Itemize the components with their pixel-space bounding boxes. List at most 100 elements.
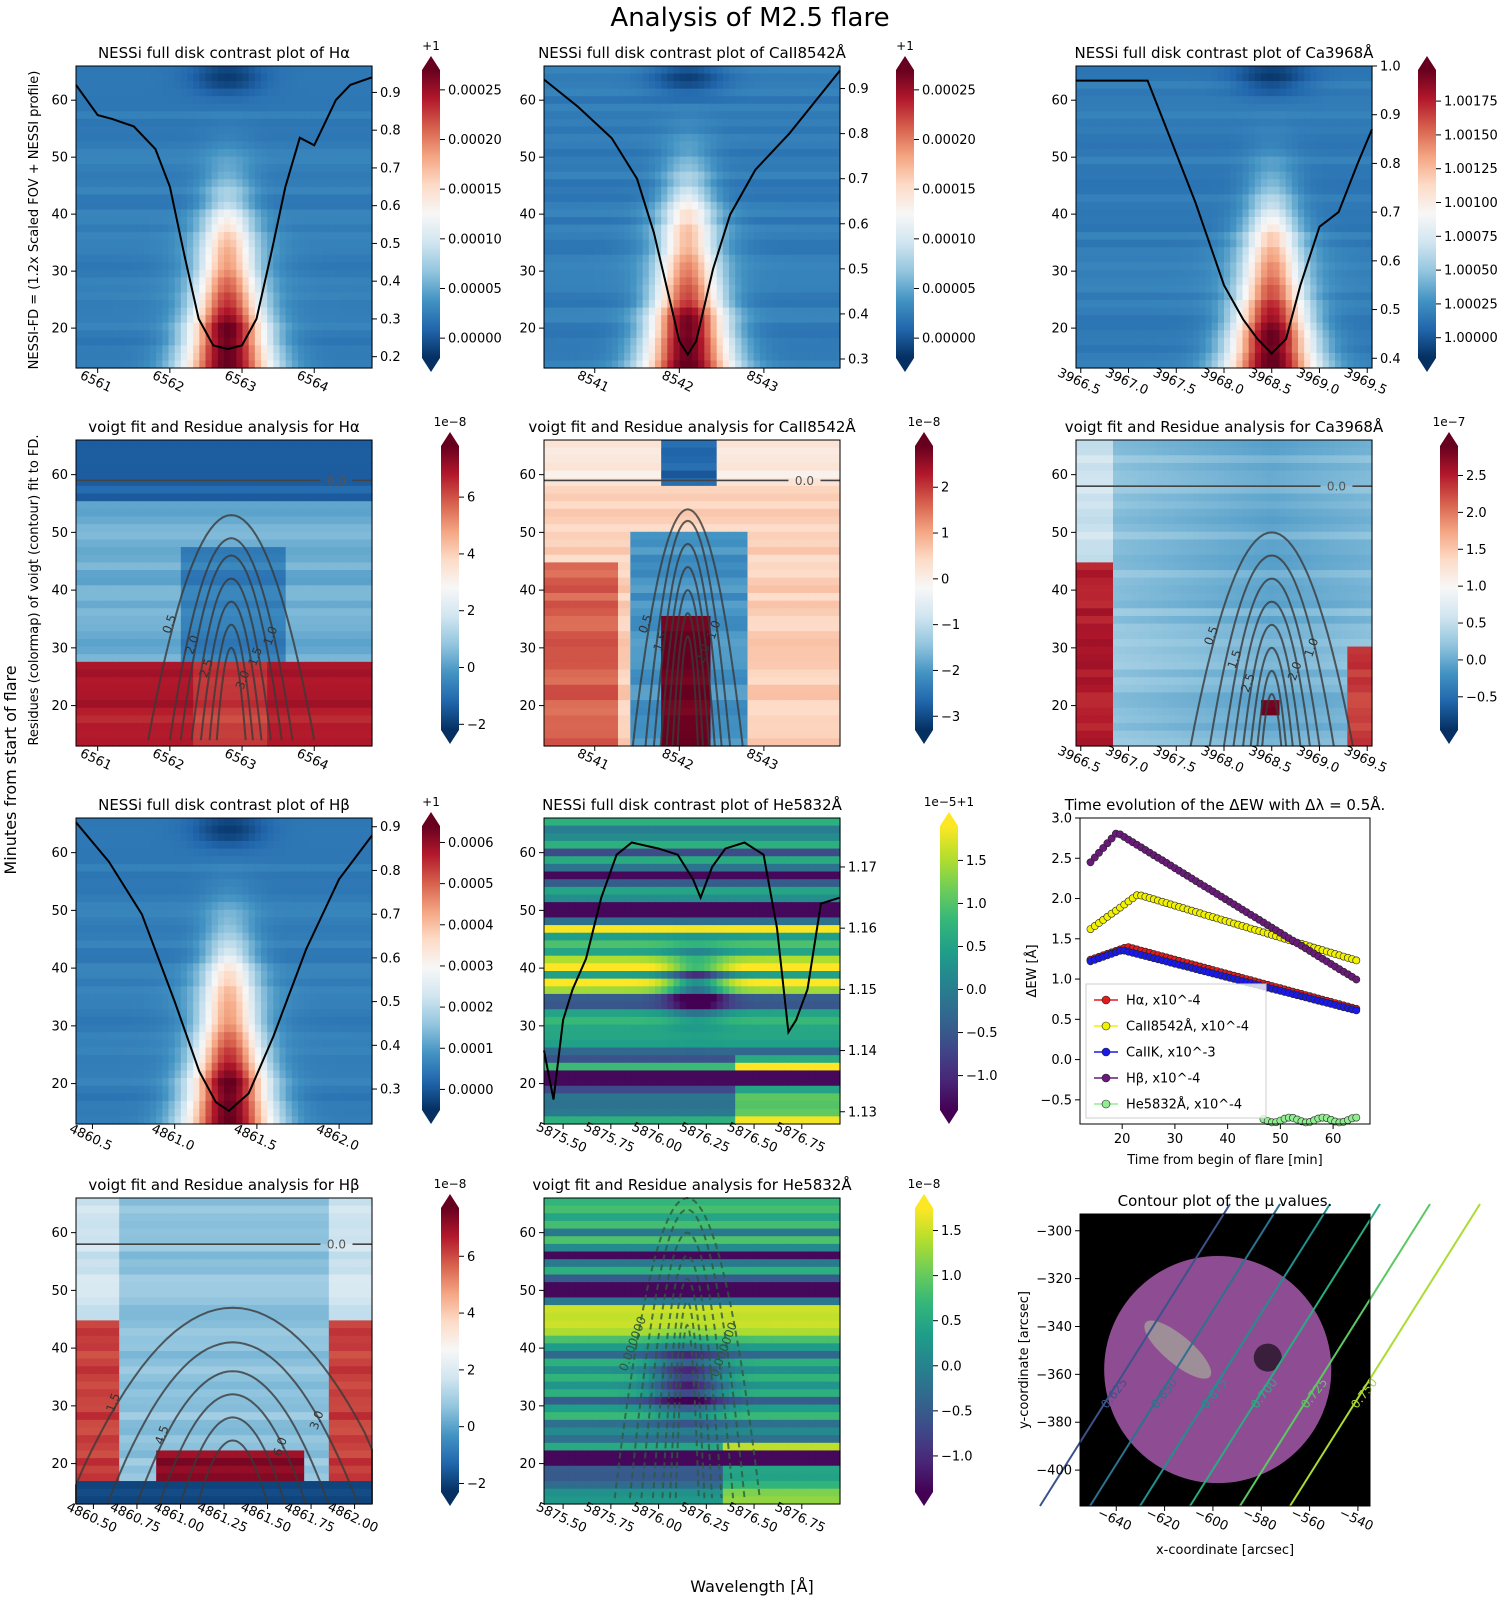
heatmap-cell — [1168, 133, 1176, 143]
heatmap-cell — [113, 133, 120, 143]
heatmap-cell — [1143, 118, 1151, 127]
heatmap-cell — [328, 217, 336, 226]
heatmap-cell — [328, 322, 336, 331]
heatmap-cell — [587, 300, 594, 309]
heatmap-cell — [556, 284, 564, 294]
heatmap-cell — [698, 239, 705, 248]
heatmap-cell — [254, 126, 262, 135]
heatmap-cell — [599, 201, 607, 211]
heatmap-cell — [162, 118, 170, 127]
heatmap-cell — [778, 103, 786, 112]
heatmap-cell — [341, 201, 348, 211]
heatmap-cell — [655, 103, 662, 112]
heatmap-cell — [778, 179, 786, 188]
heatmap-cell — [599, 300, 607, 309]
heatmap-cell — [230, 81, 237, 90]
heatmap-cell — [267, 118, 274, 127]
heatmap-cell — [106, 292, 114, 301]
heatmap-cell — [125, 164, 133, 173]
heatmap-cell — [704, 322, 712, 331]
heatmap-cell — [242, 133, 250, 143]
heatmap-cell — [809, 360, 816, 369]
heatmap-cell — [716, 118, 724, 127]
heatmap-cell — [1273, 103, 1281, 112]
heatmap-cell — [704, 232, 712, 241]
heatmap-cell — [648, 164, 656, 173]
heatmap-cell — [248, 277, 256, 286]
heatmap-cell — [1187, 118, 1194, 127]
heatmap-cell — [291, 73, 299, 82]
heatmap-cell — [624, 239, 631, 248]
heatmap-cell — [827, 118, 835, 127]
heatmap-cell — [137, 247, 145, 256]
heatmap-cell — [193, 118, 200, 127]
heatmap-cell — [211, 133, 219, 143]
heatmap-cell — [1076, 217, 1083, 226]
heatmap-cell — [550, 118, 557, 127]
heatmap-cell — [605, 66, 613, 75]
heatmap-cell — [735, 307, 742, 316]
heatmap-cell — [618, 194, 625, 203]
heatmap-cell — [1162, 111, 1170, 120]
heatmap-cell — [310, 284, 318, 294]
heatmap-cell — [661, 307, 668, 316]
heatmap-cell — [1100, 88, 1108, 97]
heatmap-cell — [1298, 126, 1305, 135]
heatmap-cell — [94, 337, 102, 346]
heatmap-cell — [285, 284, 293, 294]
heatmap-cell — [581, 277, 588, 286]
heatmap-cell — [685, 330, 693, 339]
heatmap-cell — [556, 118, 564, 127]
heatmap-cell — [1193, 118, 1200, 127]
heatmap-cell — [704, 300, 712, 309]
heatmap-cell — [550, 88, 557, 97]
heatmap-cell — [766, 171, 773, 180]
heatmap-cell — [1224, 73, 1231, 82]
heatmap-cell — [1143, 141, 1151, 150]
heatmap-cell — [242, 277, 250, 286]
heatmap-cell — [1143, 179, 1151, 188]
heatmap-cell — [82, 88, 89, 97]
heatmap-cell — [753, 171, 761, 180]
heatmap-cell — [316, 269, 324, 278]
heatmap-cell — [1180, 111, 1188, 120]
heatmap-cell — [642, 300, 650, 309]
heatmap-cell — [267, 186, 274, 195]
heatmap-cell — [1341, 96, 1348, 105]
heatmap-cell — [574, 224, 582, 233]
heatmap-cell — [611, 345, 619, 354]
heatmap-cell — [636, 96, 644, 105]
heatmap-cell — [710, 171, 718, 180]
heatmap-cell — [322, 96, 330, 105]
heatmap-cell — [1217, 66, 1225, 75]
heatmap-cell — [365, 277, 373, 286]
heatmap-cell — [1242, 209, 1250, 218]
heatmap-cell — [1187, 217, 1194, 226]
heatmap-cell — [796, 254, 804, 263]
heatmap-cell — [1131, 96, 1139, 105]
heatmap-cell — [685, 315, 693, 324]
heatmap-cell — [1131, 156, 1139, 165]
heatmap-cell — [106, 209, 114, 218]
heatmap-cell — [587, 247, 594, 256]
heatmap-cell — [254, 179, 262, 188]
heatmap-cell — [273, 307, 281, 316]
heatmap-cell — [230, 277, 237, 286]
heatmap-cell — [692, 300, 699, 309]
heatmap-cell — [285, 239, 293, 248]
heatmap-cell — [242, 262, 250, 271]
heatmap-cell — [359, 232, 367, 241]
heatmap-cell — [137, 209, 145, 218]
heatmap-cell — [624, 337, 631, 346]
heatmap-cell — [1341, 111, 1348, 120]
heatmap-cell — [1230, 149, 1237, 158]
heatmap-cell — [279, 224, 287, 233]
heatmap-cell — [1291, 66, 1299, 75]
heatmap-cell — [605, 186, 613, 195]
heatmap-cell — [298, 239, 305, 248]
heatmap-cell — [267, 352, 274, 362]
heatmap-cell — [304, 149, 311, 158]
heatmap-cell — [766, 73, 773, 82]
heatmap-cell — [322, 247, 330, 256]
heatmap-cell — [729, 269, 736, 278]
